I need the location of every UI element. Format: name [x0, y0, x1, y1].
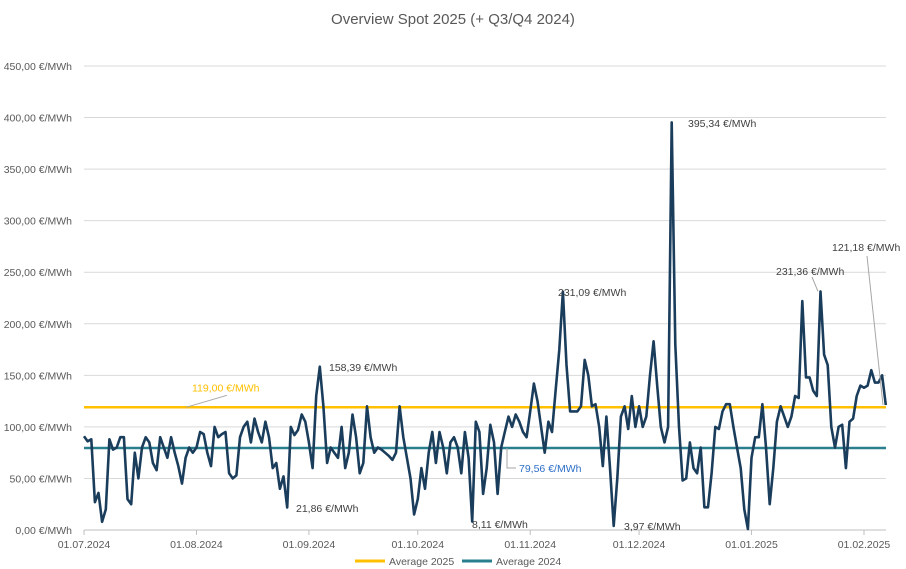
leader-line — [811, 276, 819, 292]
y-tick-label: 150,00 €/MWh — [4, 370, 72, 382]
y-tick-label: 0,00 €/MWh — [15, 525, 72, 537]
y-tick-label: 450,00 €/MWh — [4, 61, 72, 73]
x-axis: 01.07.2024 01.08.2024 01.09.2024 01.10.2024… — [58, 530, 891, 551]
y-tick-label: 50,00 €/MWh — [10, 473, 73, 485]
legend: Average 2025 Average 2024 — [355, 556, 561, 568]
data-label: 121,18 €/MWh — [832, 242, 900, 254]
x-tick-label: 01.09.2024 — [283, 539, 336, 551]
data-label: 231,36 €/MWh — [776, 266, 844, 278]
y-axis: 0,00 €/MWh 50,00 €/MWh 100,00 €/MWh 150,00 … — [4, 61, 72, 537]
x-tick-label: 01.08.2024 — [170, 539, 223, 551]
x-tick-label: 01.10.2024 — [391, 539, 444, 551]
data-label: 3,97 €/MWh — [624, 521, 681, 533]
data-label: 231,09 €/MWh — [558, 287, 626, 299]
data-label: 395,34 €/MWh — [688, 118, 756, 130]
legend-label-average-2025: Average 2025 — [389, 556, 454, 568]
legend-label-average-2024: Average 2024 — [496, 556, 561, 568]
data-label: 158,39 €/MWh — [329, 362, 397, 374]
average-2024-label: 79,56 €/MWh — [519, 463, 582, 475]
x-tick-label: 01.02.2025 — [838, 539, 891, 551]
leader-line — [506, 447, 516, 469]
data-label: 8,11 €/MWh — [472, 519, 528, 531]
spot-price-line — [82, 121, 888, 531]
chart-title: Overview Spot 2025 (+ Q3/Q4 2024) — [331, 11, 575, 28]
annotations: 119,00 €/MWh 79,56 €/MWh 158,39 €/MWh 21,86… — [185, 118, 900, 533]
leader-line — [185, 394, 228, 408]
y-tick-label: 200,00 €/MWh — [4, 319, 72, 331]
y-tick-label: 300,00 €/MWh — [4, 216, 72, 228]
x-tick-label: 01.01.2025 — [725, 539, 778, 551]
x-tick-label: 01.12.2024 — [613, 539, 666, 551]
x-tick-label: 01.07.2024 — [58, 539, 111, 551]
data-label: 21,86 €/MWh — [296, 503, 359, 515]
average-2025-label: 119,00 €/MWh — [192, 382, 260, 394]
y-tick-label: 350,00 €/MWh — [4, 164, 72, 176]
y-tick-label: 100,00 €/MWh — [4, 422, 72, 434]
y-tick-label: 250,00 €/MWh — [4, 267, 72, 279]
y-tick-label: 400,00 €/MWh — [4, 113, 72, 125]
series — [82, 121, 888, 531]
gridlines — [84, 65, 886, 531]
x-tick-label: 01.11.2024 — [504, 539, 556, 551]
leader-line — [866, 255, 884, 406]
